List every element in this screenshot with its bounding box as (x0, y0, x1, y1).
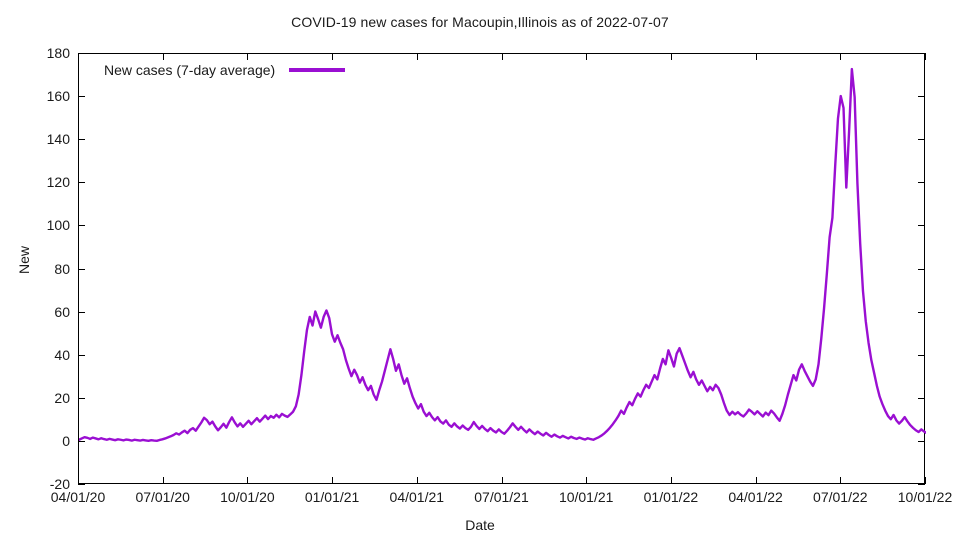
y-tick-mark (918, 484, 925, 485)
y-tick-mark (78, 96, 85, 97)
y-tick-mark (918, 441, 925, 442)
y-tick-mark (918, 355, 925, 356)
x-tick-mark (756, 477, 757, 484)
y-tick-mark (78, 139, 85, 140)
x-tick-mark (502, 53, 503, 60)
x-tick-mark (417, 477, 418, 484)
x-tick-label: 10/01/20 (220, 489, 275, 505)
y-tick-mark (918, 53, 925, 54)
legend-entry-label: New cases (7-day average) (104, 62, 276, 78)
y-tick-mark (78, 269, 85, 270)
x-tick-label: 01/01/21 (304, 489, 360, 505)
y-tick-mark (78, 355, 85, 356)
x-tick-label: 04/01/20 (50, 489, 106, 505)
y-tick-mark (78, 53, 85, 54)
y-axis-title: New (16, 246, 32, 275)
y-tick-mark (78, 398, 85, 399)
x-tick-mark (332, 477, 333, 484)
x-tick-mark (586, 477, 587, 484)
y-tick-mark (918, 96, 925, 97)
new-cases-7day-average-line (79, 67, 926, 443)
x-tick-mark (671, 53, 672, 60)
legend-color-swatch (289, 68, 346, 72)
x-tick-mark (840, 53, 841, 60)
x-tick-label: 01/01/22 (643, 489, 699, 505)
x-tick-mark (586, 53, 587, 60)
y-tick-mark (918, 182, 925, 183)
y-tick-mark (918, 312, 925, 313)
y-tick-label: -20 (49, 476, 70, 492)
x-tick-mark (417, 53, 418, 60)
x-tick-mark (671, 477, 672, 484)
x-axis-title: Date (465, 517, 495, 533)
y-tick-mark (78, 225, 85, 226)
plot-area (78, 53, 926, 484)
y-tick-mark (918, 225, 925, 226)
x-tick-mark (840, 477, 841, 484)
y-tick-mark (78, 312, 85, 313)
chart-title: COVID-19 new cases for Macoupin,Illinois… (291, 14, 669, 30)
y-tick-label: 60 (54, 303, 70, 320)
y-tick-mark (78, 484, 85, 485)
x-tick-label: 07/01/22 (813, 489, 868, 505)
x-tick-mark (247, 477, 248, 484)
x-tick-mark (925, 477, 926, 484)
x-tick-mark (163, 53, 164, 60)
y-tick-label: 140 (46, 131, 70, 148)
y-tick-label: 180 (46, 45, 70, 61)
y-tick-label: 40 (54, 346, 70, 363)
x-tick-mark (247, 53, 248, 60)
x-tick-mark (78, 477, 79, 484)
x-tick-mark (163, 477, 164, 484)
y-tick-mark (78, 441, 85, 442)
x-tick-label: 10/01/22 (897, 489, 953, 505)
x-tick-mark (925, 53, 926, 60)
x-tick-label: 10/01/21 (558, 489, 614, 505)
x-tick-mark (78, 53, 79, 60)
y-tick-label: 120 (46, 174, 70, 191)
x-tick-mark (332, 53, 333, 60)
x-tick-label: 04/01/22 (728, 489, 783, 505)
x-tick-label: 07/01/20 (135, 489, 190, 505)
y-tick-label: 0 (62, 432, 70, 449)
y-tick-label: 20 (54, 389, 70, 406)
y-tick-mark (78, 182, 85, 183)
y-tick-label: 160 (46, 88, 70, 105)
x-tick-mark (502, 477, 503, 484)
y-tick-mark (918, 139, 925, 140)
y-axis-tick-labels: -20 0 20 40 60 80 100 120 140 160 180 (4, 0, 70, 540)
y-tick-mark (918, 398, 925, 399)
y-tick-mark (918, 269, 925, 270)
y-tick-label: 100 (46, 217, 70, 234)
y-tick-label: 80 (54, 260, 70, 277)
series-canvas (79, 67, 926, 443)
chart-legend: New cases (7-day average) (104, 62, 346, 78)
x-tick-label: 07/01/21 (474, 489, 529, 505)
x-tick-label: 04/01/21 (389, 489, 445, 505)
x-tick-mark (756, 53, 757, 60)
